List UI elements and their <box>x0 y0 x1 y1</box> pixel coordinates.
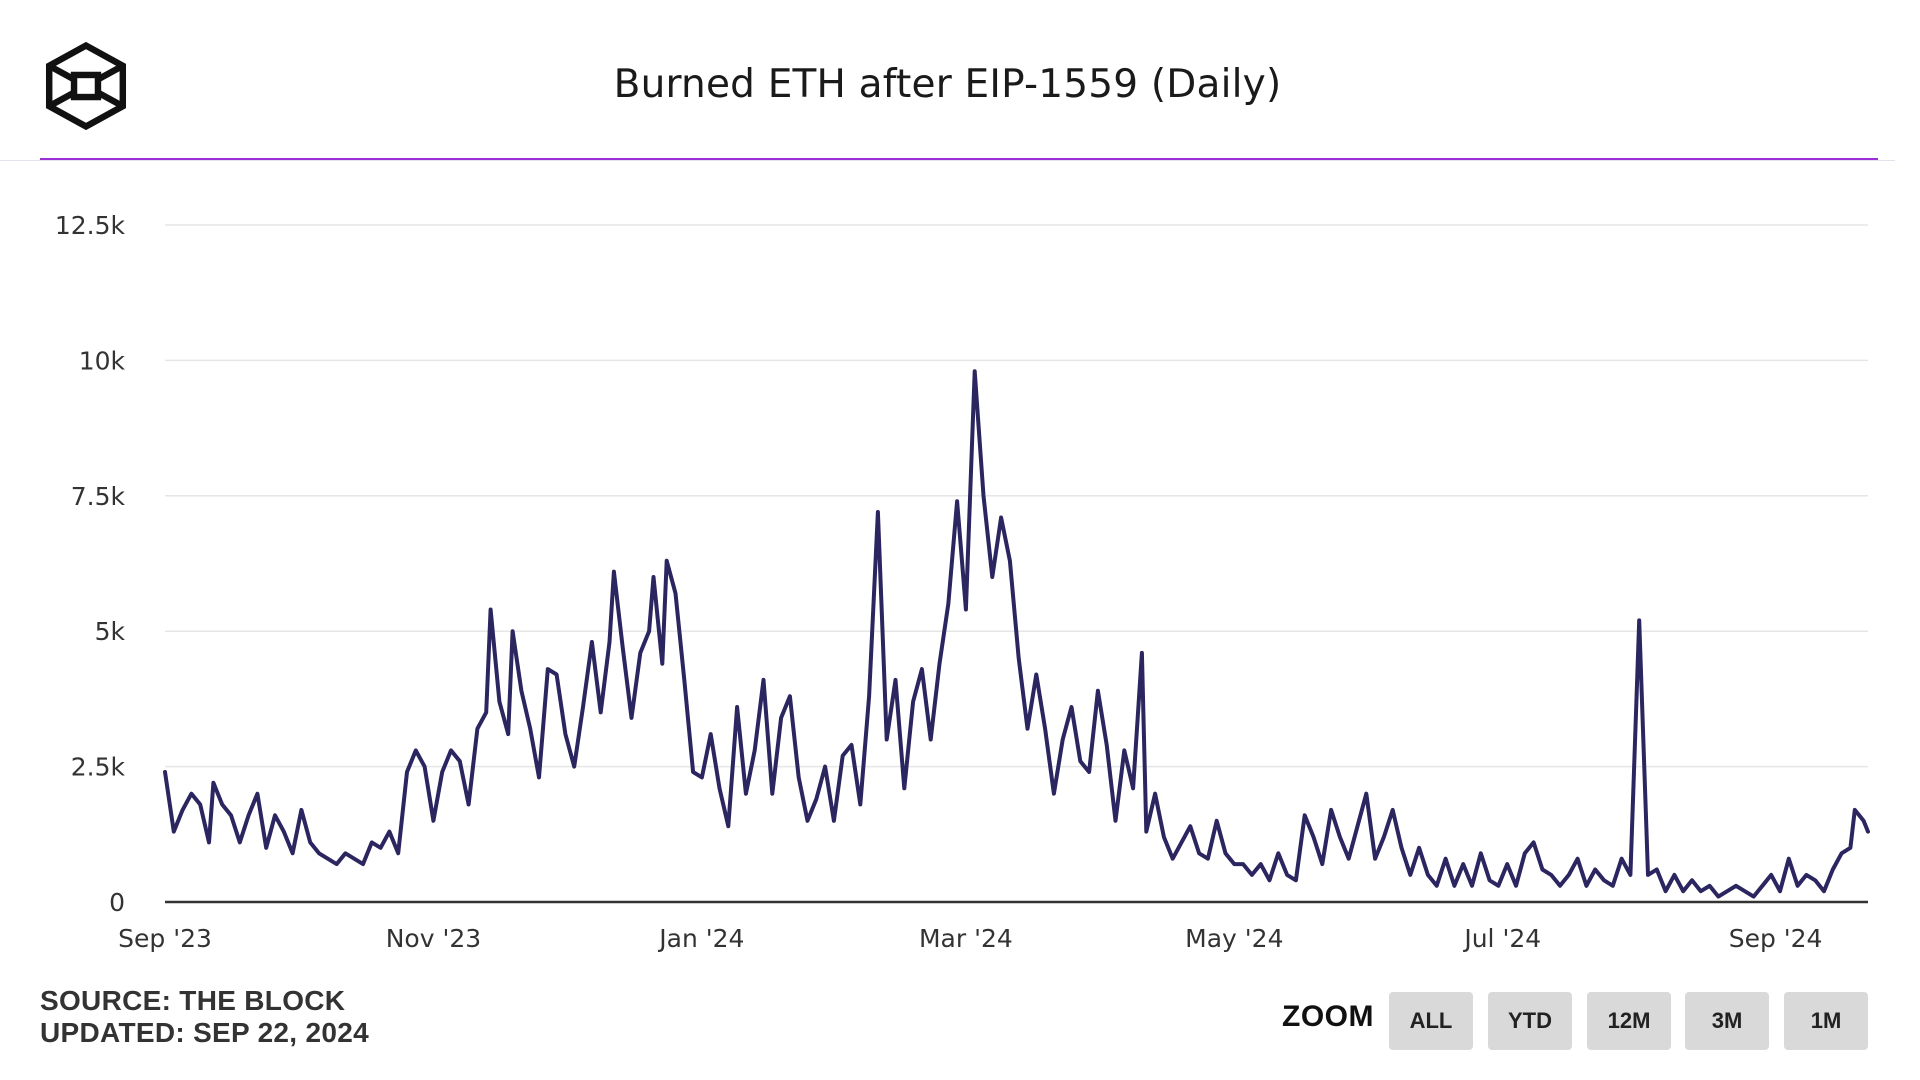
zoom-ytd-button[interactable]: YTD <box>1488 992 1572 1050</box>
line-chart: 0 2.5k 5k 7.5k 10k 12.5k Sep '23 Nov '23 Jan '2… <box>55 211 1870 953</box>
x-tick-label: Nov '23 <box>386 924 481 953</box>
the-block-cube-logo-icon <box>45 41 127 131</box>
header-accent-rule <box>40 158 1878 161</box>
x-tick-label: Jan '24 <box>657 924 744 953</box>
grid-lines <box>165 224 1868 768</box>
source-text: SOURCE: THE BLOCK <box>40 985 346 1016</box>
zoom-label: ZOOM <box>1282 1000 1374 1033</box>
zoom-3m-button[interactable]: 3M <box>1685 992 1769 1050</box>
series-line <box>163 369 1870 899</box>
y-tick-label: 12.5k <box>55 211 126 240</box>
header-divider <box>0 160 1895 161</box>
updated-text: UPDATED: SEP 22, 2024 <box>40 1017 369 1048</box>
x-tick-label: Mar '24 <box>919 924 1013 953</box>
y-axis-tick-labels: 0 2.5k 5k 7.5k 10k 12.5k <box>55 211 126 917</box>
zoom-12m-button[interactable]: 12M <box>1587 992 1671 1050</box>
x-tick-label: Sep '23 <box>118 924 212 953</box>
y-tick-label: 0 <box>109 888 125 917</box>
x-axis-tick-labels: Sep '23 Nov '23 Jan '24 Mar '24 May '24 Jul '… <box>118 924 1822 953</box>
y-tick-label: 5k <box>95 617 126 646</box>
x-tick-label: May '24 <box>1185 924 1283 953</box>
chart-header: Burned ETH after EIP-1559 (Daily) <box>0 0 1895 160</box>
y-tick-label: 2.5k <box>71 753 126 782</box>
y-tick-label: 10k <box>79 346 126 375</box>
x-tick-label: Jul '24 <box>1462 924 1541 953</box>
chart-title: Burned ETH after EIP-1559 (Daily) <box>613 62 1282 107</box>
y-tick-label: 7.5k <box>71 482 126 511</box>
zoom-1m-button[interactable]: 1M <box>1784 992 1868 1050</box>
source-note: SOURCE: THE BLOCK UPDATED: SEP 22, 2024 <box>40 985 369 1049</box>
x-tick-label: Sep '24 <box>1729 924 1823 953</box>
zoom-all-button[interactable]: ALL <box>1389 992 1473 1050</box>
